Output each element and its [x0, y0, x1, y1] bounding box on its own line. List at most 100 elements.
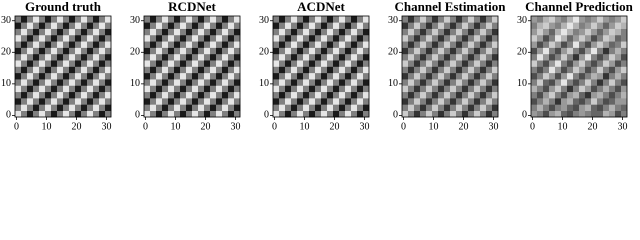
cell — [474, 72, 481, 80]
cell — [480, 41, 487, 48]
cell — [180, 91, 187, 99]
cell — [303, 66, 310, 74]
cell — [93, 79, 100, 86]
cell — [543, 104, 550, 111]
cell — [408, 104, 415, 111]
cell — [216, 60, 223, 67]
cell — [198, 91, 205, 99]
cell — [45, 60, 52, 67]
cell — [492, 85, 499, 93]
cell — [468, 110, 475, 118]
cell — [204, 16, 211, 23]
cell — [303, 53, 310, 61]
cell — [210, 91, 217, 99]
cell — [549, 104, 556, 111]
cell — [69, 22, 76, 29]
cell — [492, 41, 499, 48]
cell — [597, 28, 604, 36]
cell — [228, 110, 235, 118]
cell — [87, 85, 94, 93]
cell — [615, 28, 622, 36]
cell — [573, 41, 580, 48]
cell — [216, 53, 223, 61]
cell — [486, 34, 493, 42]
cell — [363, 91, 370, 99]
cell — [492, 72, 499, 80]
cell — [63, 72, 70, 80]
cell — [438, 66, 445, 74]
cell — [450, 104, 457, 111]
cell — [285, 79, 292, 86]
cell — [15, 53, 22, 61]
cell — [474, 41, 481, 48]
cell — [51, 22, 58, 29]
cell — [615, 16, 622, 23]
cell — [561, 53, 568, 61]
cell — [180, 110, 187, 118]
cell — [462, 110, 469, 118]
cell — [327, 41, 334, 48]
cell — [615, 79, 622, 86]
cell — [333, 16, 340, 23]
cell — [420, 34, 427, 42]
cell — [414, 66, 421, 74]
cell — [186, 53, 193, 61]
cell — [27, 66, 34, 74]
cell — [180, 22, 187, 29]
cell — [186, 41, 193, 48]
cell — [21, 66, 28, 74]
cell — [15, 66, 22, 74]
cell — [414, 104, 421, 111]
cell — [426, 34, 433, 42]
cell — [291, 53, 298, 61]
cell — [33, 72, 40, 80]
cell — [561, 91, 568, 99]
cell — [273, 60, 280, 67]
cell — [426, 66, 433, 74]
cell — [357, 79, 364, 86]
cell — [345, 22, 352, 29]
cell — [579, 16, 586, 23]
cell — [228, 53, 235, 61]
cell — [543, 98, 550, 105]
y-tick-label: 10 — [1, 78, 11, 89]
cell — [339, 34, 346, 42]
cell — [273, 110, 280, 118]
cell — [309, 47, 316, 55]
cell — [228, 41, 235, 48]
cell — [345, 47, 352, 55]
cell — [87, 47, 94, 55]
cell — [426, 60, 433, 67]
cell — [321, 22, 328, 29]
cell — [180, 41, 187, 48]
cell — [168, 41, 175, 48]
cell — [327, 22, 334, 29]
cell — [531, 98, 538, 105]
cell — [579, 91, 586, 99]
cell — [93, 72, 100, 80]
cell — [414, 72, 421, 80]
panel-title: Channel Prediction — [525, 0, 634, 14]
y-tick-label: 20 — [388, 47, 398, 58]
cell — [297, 16, 304, 23]
cell — [81, 98, 88, 105]
cell — [474, 53, 481, 61]
cell — [345, 16, 352, 23]
x-tick-label: 10 — [558, 121, 568, 132]
cell — [51, 47, 58, 55]
cell — [69, 79, 76, 86]
cell — [573, 85, 580, 93]
cell — [168, 91, 175, 99]
cell — [144, 98, 151, 105]
cell — [210, 34, 217, 42]
cell — [480, 110, 487, 118]
cell — [51, 110, 58, 118]
cell — [15, 22, 22, 29]
cell — [420, 16, 427, 23]
cell — [321, 104, 328, 111]
panel: ACDNet 0 10 20 30 0 10 20 30 — [259, 0, 370, 132]
cell — [609, 79, 616, 86]
cell — [216, 104, 223, 111]
cell — [480, 53, 487, 61]
cell — [291, 72, 298, 80]
